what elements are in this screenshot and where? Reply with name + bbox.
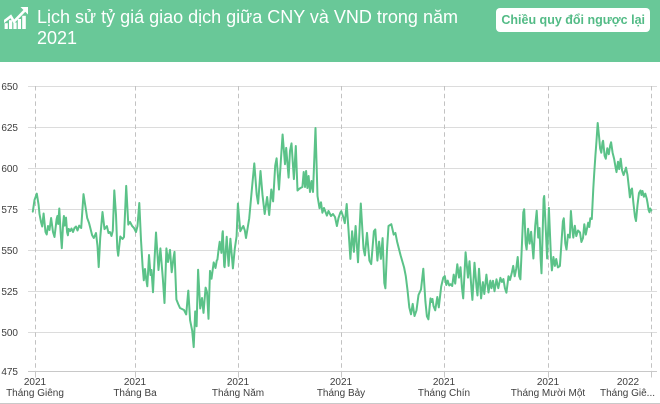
svg-text:625: 625 — [1, 123, 18, 134]
svg-text:2021: 2021 — [330, 377, 353, 388]
svg-text:Tháng Giê...: Tháng Giê... — [600, 388, 655, 399]
svg-text:2021: 2021 — [433, 377, 456, 388]
svg-text:Tháng Năm: Tháng Năm — [212, 388, 264, 399]
svg-text:550: 550 — [1, 246, 18, 257]
svg-text:650: 650 — [1, 82, 18, 93]
svg-text:Tháng Chín: Tháng Chín — [418, 388, 470, 399]
svg-text:2021: 2021 — [537, 377, 560, 388]
svg-text:500: 500 — [1, 328, 18, 339]
svg-text:Tháng Ba: Tháng Ba — [113, 388, 157, 399]
svg-text:2021: 2021 — [227, 377, 250, 388]
svg-text:525: 525 — [1, 287, 18, 298]
svg-text:2022: 2022 — [617, 377, 640, 388]
svg-text:Tháng Mười Một: Tháng Mười Một — [511, 388, 586, 399]
svg-text:Tháng Bảy: Tháng Bảy — [317, 388, 365, 399]
svg-text:2021: 2021 — [24, 377, 47, 388]
svg-text:600: 600 — [1, 164, 18, 175]
svg-text:475: 475 — [1, 367, 18, 378]
svg-text:Tháng Giêng: Tháng Giêng — [6, 388, 64, 399]
svg-text:575: 575 — [1, 205, 18, 216]
svg-text:2021: 2021 — [124, 377, 147, 388]
